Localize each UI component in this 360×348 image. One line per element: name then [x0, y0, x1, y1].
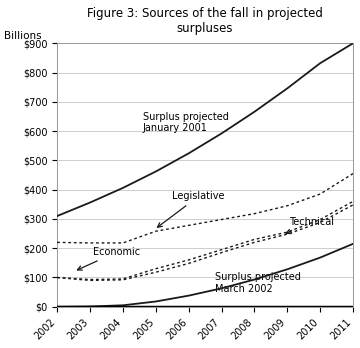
- Text: Technical: Technical: [286, 217, 334, 234]
- Text: Surplus projected
March 2002: Surplus projected March 2002: [215, 272, 301, 294]
- Text: Billions: Billions: [4, 31, 41, 41]
- Text: Economic: Economic: [77, 247, 140, 270]
- Text: Legislative: Legislative: [157, 191, 225, 227]
- Text: Surplus projected
January 2001: Surplus projected January 2001: [143, 111, 229, 133]
- Title: Figure 3: Sources of the fall in projected
surpluses: Figure 3: Sources of the fall in project…: [87, 7, 323, 35]
